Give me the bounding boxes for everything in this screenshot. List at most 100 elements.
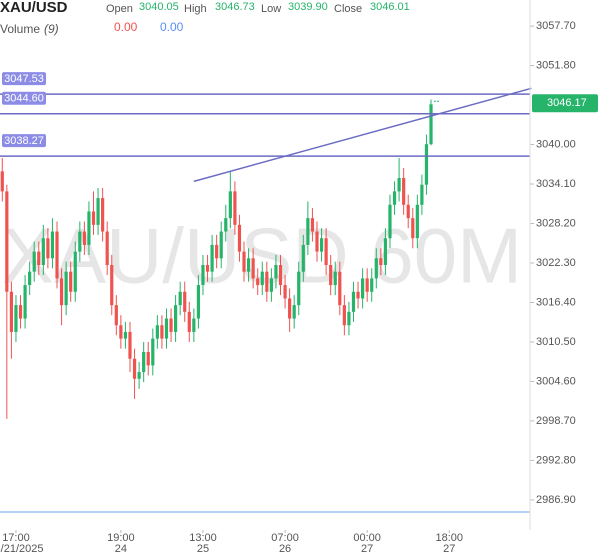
legend-label: Open	[106, 3, 133, 15]
candle-body	[205, 265, 210, 272]
candle-body	[155, 325, 159, 339]
volume-label: Volume	[0, 22, 40, 36]
candle-body	[164, 318, 169, 339]
candle-body	[383, 238, 388, 265]
x-tick-label: 13:00	[189, 532, 217, 544]
candle-body	[160, 325, 164, 339]
candle-body	[424, 144, 429, 185]
candle-body	[187, 311, 191, 332]
candle-body	[265, 271, 269, 292]
candle-body	[37, 251, 41, 265]
y-tick-label: 3016.40	[536, 296, 576, 308]
level-tag	[2, 72, 46, 86]
candle-body	[388, 204, 392, 239]
candle-body	[110, 265, 114, 306]
candle-body	[301, 244, 305, 272]
candle-body	[397, 178, 401, 192]
candle-body	[237, 224, 242, 252]
y-tick-label: 3022.30	[536, 257, 576, 269]
candle-body	[119, 325, 123, 339]
y-tick-label: 3010.50	[536, 336, 576, 348]
candle-body	[0, 171, 4, 192]
candle-body	[14, 305, 18, 332]
candle-body	[228, 191, 232, 219]
candle-body	[32, 251, 36, 272]
candle-body	[278, 265, 283, 286]
candle-body	[137, 372, 141, 379]
x-tick-date: 27	[443, 543, 455, 555]
y-tick-label: 3028.20	[536, 217, 576, 229]
symbol: XAU/USD	[0, 0, 68, 16]
x-tick-date: 26	[279, 543, 291, 555]
y-tick-label: 2992.80	[536, 454, 576, 466]
candle-body	[210, 244, 214, 272]
candle-body	[329, 265, 333, 286]
candle-body	[342, 305, 346, 326]
candle-body	[55, 231, 59, 279]
candle-body	[123, 331, 128, 339]
candle-body	[192, 318, 196, 332]
candle-body	[91, 211, 96, 225]
y-tick-label: 3004.60	[536, 375, 576, 387]
x-tick-date: 27	[361, 543, 373, 555]
candle-body	[73, 251, 77, 292]
candle-body	[297, 271, 301, 306]
y-tick-label: 3034.10	[536, 178, 576, 190]
candle-body	[420, 184, 424, 205]
candle-body	[324, 238, 328, 265]
candle-body	[370, 278, 374, 292]
level-tag	[2, 134, 46, 148]
candle-body	[28, 271, 32, 286]
candle-body	[315, 231, 319, 252]
candle-body	[105, 231, 109, 265]
candle-body	[183, 291, 187, 312]
candle-body	[256, 278, 260, 286]
candle-body	[415, 204, 419, 239]
y-tick-label: 3040.00	[536, 138, 576, 150]
candle-body	[347, 311, 351, 326]
candle-body	[64, 271, 68, 306]
candle-body	[114, 305, 118, 326]
last-price-tag	[532, 94, 598, 113]
candle-body	[41, 238, 45, 265]
candle-body	[251, 258, 255, 279]
candle-body	[233, 191, 237, 225]
candle-body	[429, 104, 433, 145]
level-label: 3044.60	[4, 93, 44, 105]
candle-body	[365, 278, 369, 292]
candle-body	[283, 285, 287, 299]
candle-body	[310, 218, 315, 232]
y-tick-label: 3057.70	[536, 20, 576, 32]
candle-body	[142, 351, 146, 373]
x-tick-label: 17:00	[2, 532, 30, 544]
candle-body	[69, 271, 73, 292]
candle-body	[174, 305, 178, 332]
x-tick-date: 24	[115, 543, 127, 555]
candle-body	[402, 178, 406, 205]
candle-body	[242, 251, 246, 272]
candle-body	[178, 291, 182, 306]
x-tick-label: 00:00	[353, 532, 381, 544]
trendline	[193, 87, 532, 183]
candle-body	[132, 358, 137, 379]
x-tick-label: 07:00	[271, 532, 299, 544]
candle-body	[196, 285, 201, 319]
legend-label: Close	[334, 3, 362, 15]
candle-body	[151, 338, 155, 366]
candle-body	[392, 191, 397, 205]
candle-body	[169, 318, 173, 332]
candle-body	[306, 218, 310, 245]
volume-value: 0.00	[114, 20, 138, 34]
candle-body	[96, 198, 100, 225]
candle-body	[406, 204, 410, 219]
candle-body	[411, 218, 415, 239]
candle-body	[260, 271, 264, 286]
legend-value: 3046.01	[370, 1, 410, 13]
candle-body	[87, 211, 91, 245]
x-tick-label: 19:00	[107, 532, 135, 544]
legend-value: 3046.73	[215, 1, 255, 13]
candle-body	[128, 331, 132, 359]
candle-body	[50, 231, 55, 259]
volume-period: (9)	[44, 22, 59, 36]
